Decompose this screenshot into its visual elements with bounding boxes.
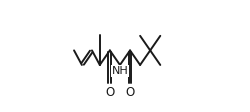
Text: NH: NH xyxy=(112,66,128,76)
Text: O: O xyxy=(105,86,115,99)
Text: O: O xyxy=(126,86,135,99)
